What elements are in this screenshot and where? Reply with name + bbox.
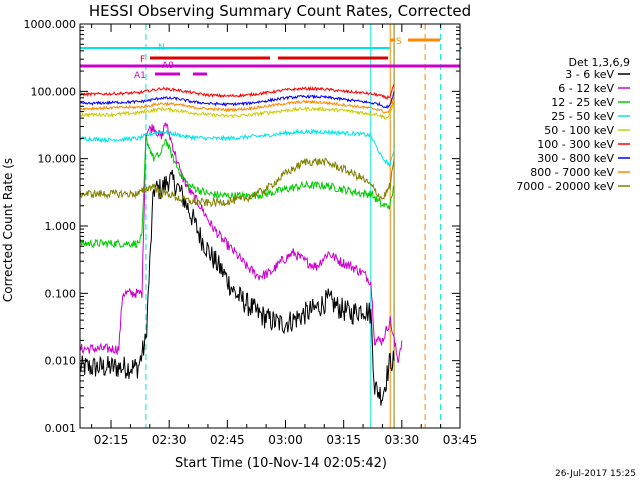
- y-tick-label-0: 0.001: [45, 422, 77, 435]
- axes: 0.001 0.010 0.100 1.000 10.000 100.000 1000.00…: [24, 18, 478, 447]
- series-line-6: [80, 91, 395, 110]
- legend-label-5: 100 - 300 keV: [537, 138, 614, 151]
- y-tick-label-5: 100.000: [31, 85, 77, 98]
- series-line-4: [80, 99, 395, 120]
- y-tick-label-6: 1000.000: [24, 18, 77, 31]
- flag-label-1: F: [140, 55, 145, 65]
- x-tick-label-0: 02:15: [94, 433, 129, 447]
- x-tick-label-1: 02:30: [152, 433, 187, 447]
- flag-label-4: S: [396, 37, 402, 47]
- y-tick-label-4: 10.000: [38, 153, 77, 166]
- series-line-3: [80, 128, 395, 168]
- y-axis-label: Corrected Count Rate (s: [1, 158, 15, 302]
- legend-label-6: 300 - 800 keV: [537, 152, 614, 165]
- flag-label-3: A1: [134, 71, 146, 81]
- x-tick-label-6: 03:45: [443, 433, 478, 447]
- legend-label-8: 7000 - 20000 keV: [516, 180, 614, 193]
- x-tick-label-2: 02:45: [210, 433, 245, 447]
- series-line-5: [80, 83, 395, 100]
- flag-label-0: N: [158, 43, 165, 53]
- series-line-8: [80, 156, 395, 208]
- flag-label-2: A0: [162, 61, 174, 71]
- chart-title: HESSI Observing Summary Count Rates, Cor…: [89, 2, 471, 20]
- legend-title: Det 1,3,6,9: [568, 56, 630, 69]
- x-axis-label: Start Time (10-Nov-14 02:05:42): [175, 456, 387, 471]
- y-tick-label-2: 0.100: [45, 287, 77, 300]
- footer-date: 26-Jul-2017 15:25: [555, 469, 636, 479]
- legend-label-2: 12 - 25 keV: [551, 96, 614, 109]
- y-tick-label-3: 1.000: [45, 220, 77, 233]
- legend-label-4: 50 - 100 keV: [544, 124, 614, 137]
- legend-label-1: 6 - 12 keV: [558, 82, 614, 95]
- series-line-7: [80, 95, 395, 114]
- series-line-2: [80, 135, 395, 249]
- legend-label-0: 3 - 6 keV: [565, 68, 614, 81]
- series-lines: [80, 83, 403, 406]
- legend-label-7: 800 - 7000 keV: [530, 166, 614, 179]
- series-line-1: [80, 122, 403, 364]
- legend-label-3: 25 - 50 keV: [551, 110, 614, 123]
- x-tick-label-4: 03:15: [326, 433, 361, 447]
- flag-bars: N F A0 A1 S: [80, 37, 462, 81]
- x-tick-label-5: 03:30: [385, 433, 420, 447]
- series-line-0: [80, 169, 395, 406]
- x-tick-label-3: 03:00: [268, 433, 303, 447]
- y-tick-label-1: 0.010: [45, 355, 77, 368]
